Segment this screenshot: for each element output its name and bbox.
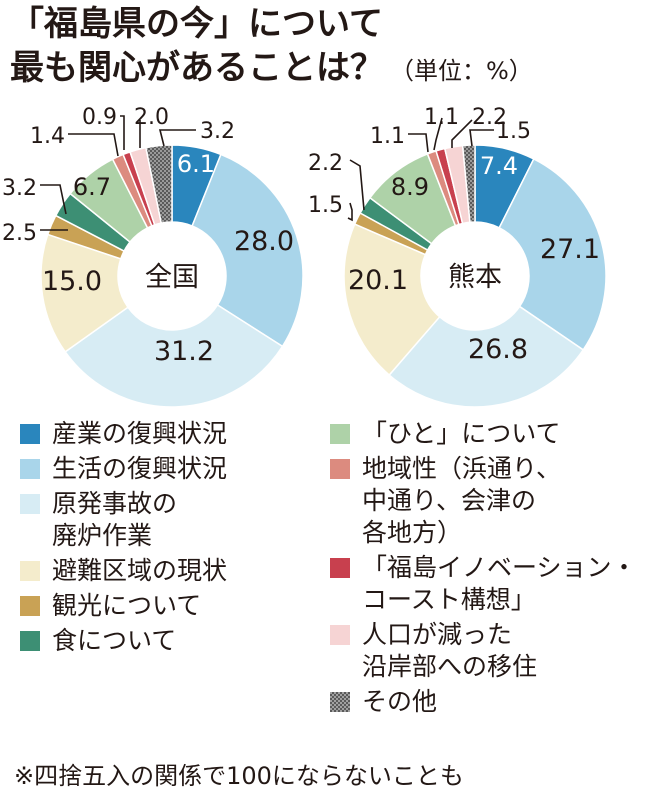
leader-line bbox=[68, 133, 119, 157]
data-label-external: 3.2 bbox=[200, 119, 235, 144]
data-label-external: 2.2 bbox=[308, 151, 343, 176]
legend-label: 食について bbox=[52, 626, 177, 655]
data-label: 28.0 bbox=[234, 226, 294, 257]
data-label: 8.9 bbox=[391, 173, 429, 201]
data-label-external: 1.5 bbox=[308, 193, 343, 218]
donut-center-label: 全国 bbox=[145, 262, 199, 293]
legend-label: 地域性（浜通り、 中通り、会津の 各地方） bbox=[362, 454, 562, 547]
leader-line bbox=[349, 159, 365, 211]
legend-swatch bbox=[20, 459, 40, 479]
data-label-external: 0.9 bbox=[82, 105, 117, 130]
legend-label: 「福島イノベーション・ コースト構想」 bbox=[362, 553, 637, 614]
data-label: 27.1 bbox=[540, 234, 600, 265]
data-label: 6.1 bbox=[177, 150, 215, 178]
leader-line bbox=[408, 133, 429, 153]
title-text-2: 最も関心があることは？ bbox=[10, 48, 384, 88]
data-label-external: 1.4 bbox=[30, 124, 65, 149]
donut-slice bbox=[461, 144, 476, 224]
data-label-external: 3.2 bbox=[2, 176, 37, 201]
donut-slice bbox=[498, 157, 607, 351]
legend-swatch bbox=[20, 561, 40, 581]
leader-line bbox=[120, 115, 125, 150]
legend-swatch bbox=[20, 424, 40, 444]
leader-line bbox=[347, 202, 353, 222]
leader-line bbox=[40, 184, 67, 215]
data-label: 20.1 bbox=[348, 265, 408, 296]
leader-line bbox=[451, 119, 473, 148]
leader-line bbox=[469, 129, 494, 147]
legend-swatch bbox=[330, 625, 350, 645]
unit-label: （単位：%） bbox=[390, 57, 533, 85]
donut-center-label: 熊本 bbox=[448, 262, 502, 293]
chart-title-line1: 「福島県の今」について bbox=[10, 4, 383, 44]
data-label-external: 1.1 bbox=[370, 124, 405, 149]
donut-chart-zenkoku: 全国 6.1 28.0 31.2 15.0 6.7 2.5 3.2 1.4 0.9 2.0 3.2 bbox=[2, 105, 304, 408]
footnote: ※四捨五入の関係で100にならないことも bbox=[14, 762, 464, 790]
legend-label: 人口が減った 沿岸部への移住 bbox=[362, 620, 538, 681]
legend-swatch bbox=[20, 596, 40, 616]
data-label: 15.0 bbox=[42, 266, 102, 297]
chart-title-line2: 最も関心があることは？ （単位：%） bbox=[10, 48, 533, 91]
legend-swatch bbox=[330, 459, 350, 479]
legend-label: その他 bbox=[362, 687, 438, 716]
data-label: 6.7 bbox=[73, 173, 111, 201]
leader-line bbox=[158, 129, 196, 147]
data-label-external: 1.1 bbox=[424, 105, 459, 130]
legend-label: 避難区域の現状 bbox=[52, 556, 228, 585]
legend-swatch bbox=[20, 494, 40, 514]
legend-swatch bbox=[330, 424, 350, 444]
donut-slice bbox=[343, 223, 441, 377]
title-text-1: 「福島県の今」について bbox=[10, 4, 383, 44]
legend-label: 産業の復興状況 bbox=[52, 419, 228, 448]
donut-slice bbox=[191, 153, 304, 348]
data-label: 7.4 bbox=[480, 152, 518, 180]
data-label-external: 2.2 bbox=[472, 105, 507, 130]
data-label: 26.8 bbox=[468, 334, 528, 365]
legend-swatch bbox=[330, 558, 350, 578]
crosshatch-swatch-icon bbox=[330, 692, 350, 712]
leader-line bbox=[433, 117, 443, 151]
data-label: 31.2 bbox=[154, 336, 214, 367]
legend-label: 生活の復興状況 bbox=[52, 454, 228, 483]
donut-chart-kumamoto: 熊本7.427.126.820.18.91.52.21.11.1 2.21.5 bbox=[308, 105, 607, 408]
legend-label: 観光について bbox=[52, 591, 202, 620]
data-label-external: 2.0 bbox=[134, 105, 169, 130]
donut-slice bbox=[388, 305, 585, 408]
legend-label: 原発事故の 廃炉作業 bbox=[52, 489, 178, 550]
legend-label: 「ひと」について bbox=[362, 419, 561, 448]
donut-slice bbox=[145, 144, 173, 224]
legend-swatch bbox=[20, 631, 40, 651]
donut-slice bbox=[64, 303, 284, 408]
data-label-external: 2.5 bbox=[2, 221, 37, 246]
data-label-external: 1.5 bbox=[496, 119, 531, 144]
